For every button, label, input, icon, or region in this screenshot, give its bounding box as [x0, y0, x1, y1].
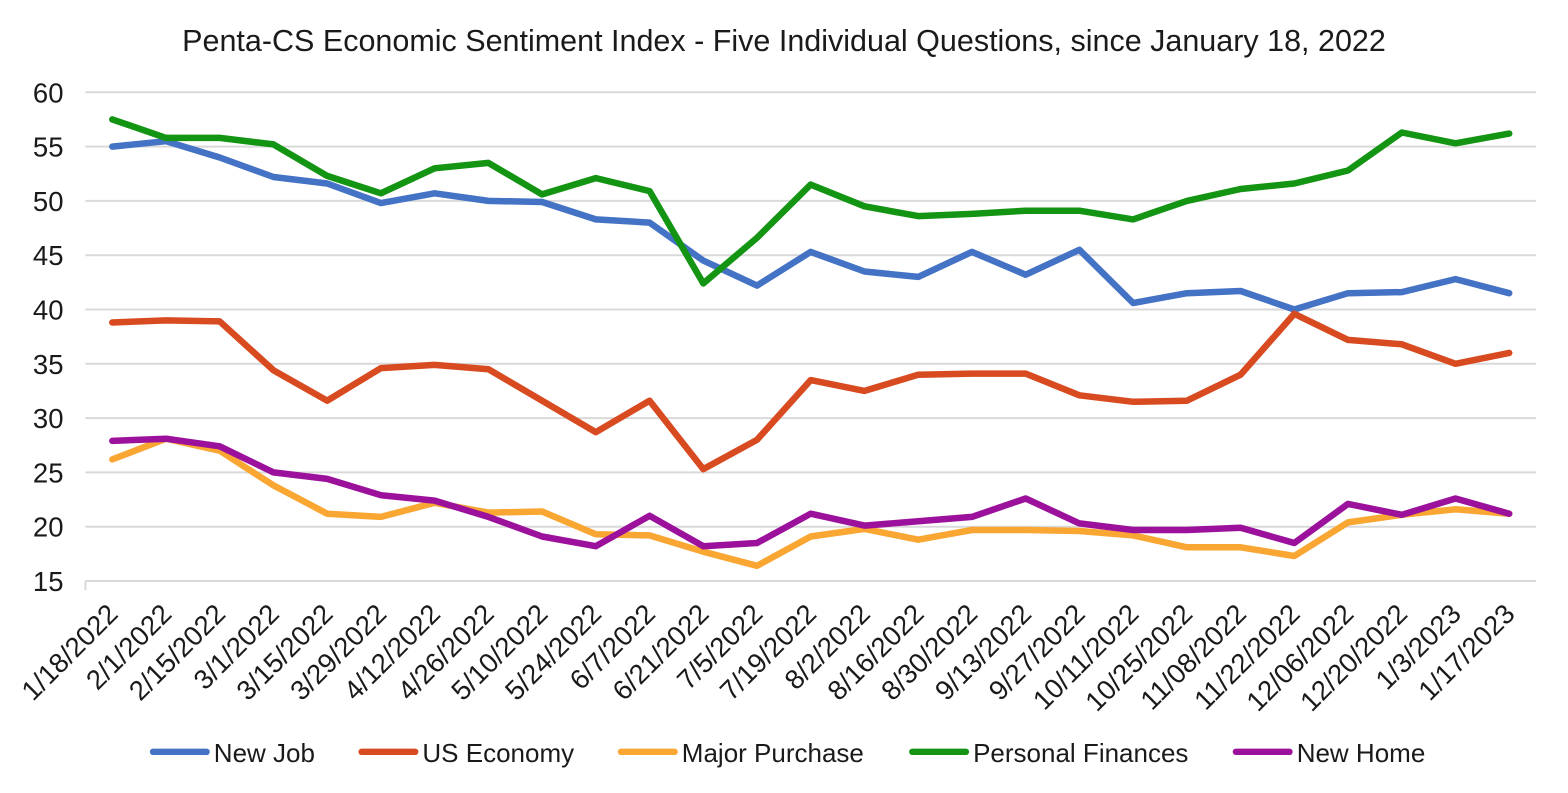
svg-text:45: 45	[33, 240, 64, 271]
svg-text:55: 55	[33, 132, 64, 163]
svg-text:20: 20	[33, 512, 64, 543]
svg-text:50: 50	[33, 186, 64, 217]
svg-text:Penta-CS Economic Sentiment In: Penta-CS Economic Sentiment Index - Five…	[182, 24, 1386, 58]
svg-text:60: 60	[33, 77, 64, 108]
svg-text:Major Purchase: Major Purchase	[682, 738, 864, 768]
svg-text:35: 35	[33, 349, 64, 380]
svg-text:US Economy: US Economy	[422, 738, 574, 768]
svg-text:New Home: New Home	[1297, 738, 1426, 768]
svg-text:Personal Finances: Personal Finances	[973, 738, 1188, 768]
svg-text:30: 30	[33, 403, 64, 434]
svg-text:40: 40	[33, 295, 64, 326]
svg-text:25: 25	[33, 457, 64, 488]
svg-text:15: 15	[33, 566, 64, 597]
svg-text:New Job: New Job	[214, 738, 315, 768]
